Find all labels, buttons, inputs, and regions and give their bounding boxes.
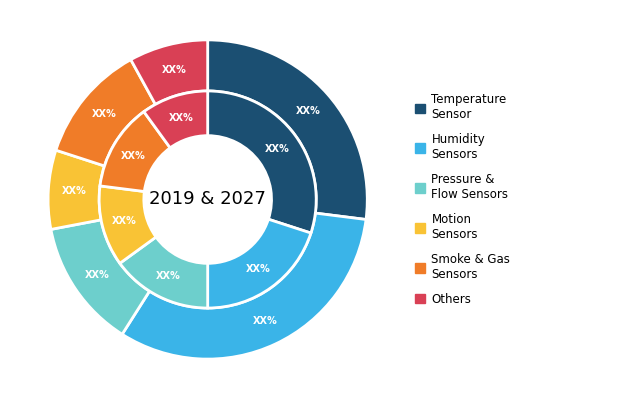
Text: 2019 & 2027: 2019 & 2027 xyxy=(150,190,266,209)
Text: XX%: XX% xyxy=(252,316,277,326)
Text: XX%: XX% xyxy=(61,186,86,196)
Wedge shape xyxy=(100,112,170,192)
Wedge shape xyxy=(48,150,104,229)
Wedge shape xyxy=(144,91,208,148)
Text: XX%: XX% xyxy=(265,144,289,154)
Text: XX%: XX% xyxy=(156,271,181,281)
Text: XX%: XX% xyxy=(84,270,109,280)
Text: XX%: XX% xyxy=(246,264,271,274)
Text: XX%: XX% xyxy=(296,106,321,116)
Wedge shape xyxy=(208,91,316,233)
Wedge shape xyxy=(51,220,150,334)
Text: XX%: XX% xyxy=(112,216,137,226)
Wedge shape xyxy=(56,59,155,166)
Text: XX%: XX% xyxy=(121,151,146,161)
Wedge shape xyxy=(122,213,366,359)
Legend: Temperature
Sensor, Humidity
Sensors, Pressure &
Flow Sensors, Motion
Sensors, S: Temperature Sensor, Humidity Sensors, Pr… xyxy=(415,93,511,306)
Wedge shape xyxy=(99,186,156,263)
Wedge shape xyxy=(208,40,367,219)
Wedge shape xyxy=(131,40,208,105)
Wedge shape xyxy=(208,219,311,308)
Wedge shape xyxy=(120,237,208,308)
Text: XX%: XX% xyxy=(92,109,117,119)
Text: XX%: XX% xyxy=(169,113,194,122)
Text: XX%: XX% xyxy=(162,65,187,75)
